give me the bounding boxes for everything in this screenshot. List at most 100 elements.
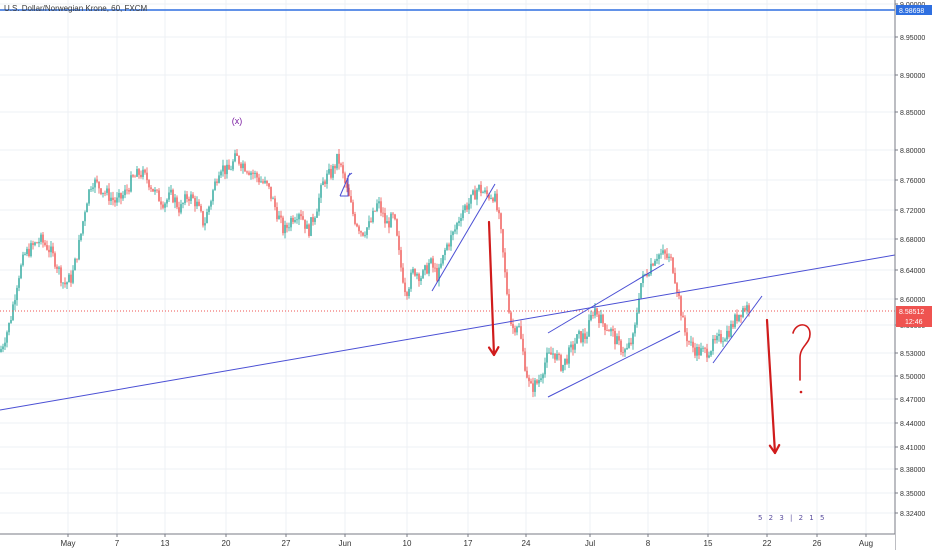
candle-body (204, 223, 206, 226)
candle-body (488, 194, 490, 199)
candle-body (156, 189, 158, 191)
candle-body (318, 197, 320, 212)
candle-body (2, 346, 4, 350)
candle-body (316, 211, 318, 218)
candle-body (406, 292, 408, 297)
candle-body (50, 246, 52, 253)
candle-body (268, 183, 270, 187)
candle-body (18, 278, 20, 288)
candle-body (384, 212, 386, 224)
candle-body (678, 292, 680, 297)
candle-body (104, 192, 106, 194)
candle-body (482, 192, 484, 194)
candle-body (100, 188, 102, 194)
candle-body (414, 268, 416, 276)
candle-body (646, 274, 648, 276)
candle-body (614, 330, 616, 345)
candle-body (590, 315, 592, 321)
channel-upper[interactable] (547, 263, 665, 334)
candle-body (452, 231, 454, 236)
candle-body (198, 201, 200, 206)
candle-body (330, 168, 332, 178)
candle-body (236, 153, 238, 156)
time-tick-label: May (60, 539, 75, 548)
time-tick-label: 22 (763, 539, 772, 548)
candle-body (468, 203, 470, 210)
candle-body (734, 314, 736, 328)
price-tick-label: 8.44000 (900, 421, 925, 428)
symbol-title: U.S. Dollar/Norwegian Krone, 60, FXCM (4, 4, 148, 13)
candle-body (26, 248, 28, 255)
time-tick-label: Jul (585, 539, 595, 548)
candle-body (416, 273, 418, 276)
candle-body (340, 163, 342, 166)
candle-body (110, 197, 112, 201)
candle-body (652, 263, 654, 266)
candle-body (484, 190, 486, 193)
candle-body (296, 219, 298, 221)
candle-body (584, 333, 586, 340)
channel-lower[interactable] (547, 330, 681, 398)
candle-body (744, 308, 746, 311)
candle-body (480, 184, 482, 194)
time-tick-label: 17 (464, 539, 473, 548)
candle-body (216, 181, 218, 183)
candle-body (462, 210, 464, 219)
candle-body (504, 252, 506, 273)
candle-body (582, 333, 584, 343)
candle-body (408, 288, 410, 297)
candle-body (286, 224, 288, 228)
candle-body (264, 180, 266, 183)
countdown-label: 12:46 (905, 319, 923, 326)
candle-body (344, 173, 346, 183)
candle-body (474, 190, 476, 200)
candle-body (520, 326, 522, 339)
candle-body (92, 187, 94, 189)
candle-body (428, 263, 430, 274)
candle-body (132, 175, 134, 177)
candle-body (324, 181, 326, 184)
trendline-july[interactable] (712, 295, 763, 364)
candle-body (64, 282, 66, 285)
candle-body (292, 217, 294, 222)
candle-body (500, 213, 502, 230)
candle-body (604, 323, 606, 331)
candle-body (532, 383, 534, 392)
trendline-june[interactable] (431, 183, 496, 292)
candle-body (80, 233, 82, 240)
candle-body (448, 244, 450, 247)
candle-body (670, 256, 672, 258)
candle-body (56, 266, 58, 269)
candle-body (288, 227, 290, 229)
candle-body (332, 165, 334, 178)
candle-body (492, 198, 494, 202)
candle-body (106, 188, 108, 193)
candle-body (420, 278, 422, 282)
candle-body (30, 243, 32, 257)
candle-body (528, 377, 530, 382)
candle-body (192, 194, 194, 199)
candle-body (422, 270, 424, 279)
candle-body (140, 174, 142, 177)
long-trendline[interactable] (0, 254, 896, 411)
candle-body (740, 314, 742, 318)
candle-body (42, 234, 44, 243)
candle-body (502, 229, 504, 253)
candle-body (626, 347, 628, 350)
candle-body (362, 232, 364, 236)
candle-body (586, 336, 588, 340)
candle-body (40, 234, 42, 242)
candle-body (162, 204, 164, 208)
candle-body (242, 163, 244, 169)
candle-body (278, 215, 280, 220)
candle-body (358, 226, 360, 232)
candle-body (704, 347, 706, 349)
candle-body (128, 190, 130, 192)
price-tick-label: 8.53000 (900, 351, 925, 358)
candle-body (150, 187, 152, 189)
candle-body (478, 184, 480, 190)
candle-body (326, 173, 328, 184)
